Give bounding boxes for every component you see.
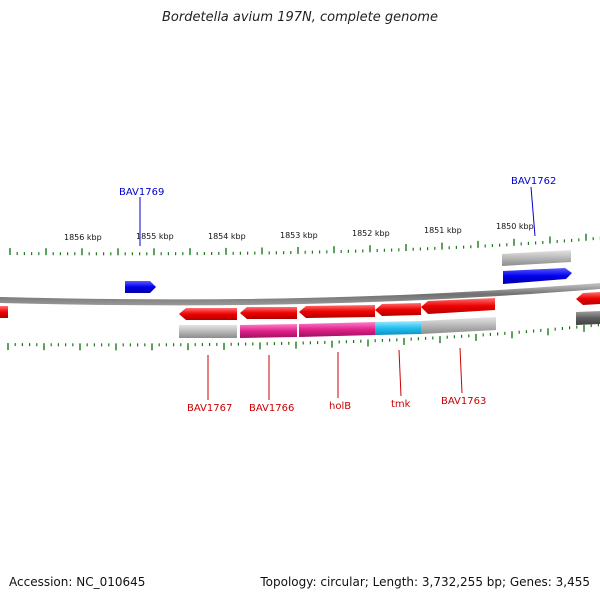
gene-bav1766-arrow[interactable] [240,307,297,319]
label-bav1766[interactable]: BAV1766 [249,403,294,414]
feature-gray-bav1767[interactable] [179,325,237,338]
gene-tmk-arrow[interactable] [375,303,421,316]
scale-label-1854: 1854 kbp [208,232,246,241]
scale-label-1850: 1850 kbp [496,222,534,231]
gene-bav1769-arrow[interactable] [125,281,156,293]
scale-label-1852: 1852 kbp [352,229,390,238]
genome-title: Bordetella avium 197N, complete genome [162,10,438,25]
bottom-leader-lines [207,347,463,400]
feature-gray-bav1763[interactable] [421,317,496,334]
gene-bav1763-arrow[interactable] [421,298,495,314]
label-bav1762[interactable]: BAV1762 [511,176,556,187]
gene-gray-block-top[interactable] [502,250,571,266]
feature-pink-holb[interactable] [299,322,375,337]
upper-tick-track [9,233,600,256]
genome-backbone [0,283,600,306]
scale-label-1855: 1855 kbp [136,232,174,241]
gene-bav1767-arrow[interactable] [179,308,237,320]
label-holb[interactable]: holB [329,401,351,412]
label-bav1767[interactable]: BAV1767 [187,403,232,414]
label-tmk[interactable]: tmk [391,399,411,410]
gene-left-edge-red[interactable] [0,306,8,318]
label-bav1769[interactable]: BAV1769 [119,187,164,198]
gene-holb-arrow[interactable] [299,305,375,318]
scale-label-1853: 1853 kbp [280,231,318,240]
scale-label-1851: 1851 kbp [424,226,462,235]
accession-text: Accession: NC_010645 [9,575,146,589]
gene-right-edge-red[interactable] [576,292,600,305]
feature-pink-bav1766[interactable] [240,324,297,338]
top-leader-lines [139,186,536,246]
label-bav1763[interactable]: BAV1763 [441,396,486,407]
lower-tick-track [7,323,600,351]
feature-dark-right-edge[interactable] [576,311,600,325]
gene-bav1762-arrow[interactable] [503,268,572,284]
feature-cyan-tmk[interactable] [375,321,421,335]
genome-summary-text: Topology: circular; Length: 3,732,255 bp… [260,575,590,589]
scale-label-1856: 1856 kbp [64,233,102,242]
